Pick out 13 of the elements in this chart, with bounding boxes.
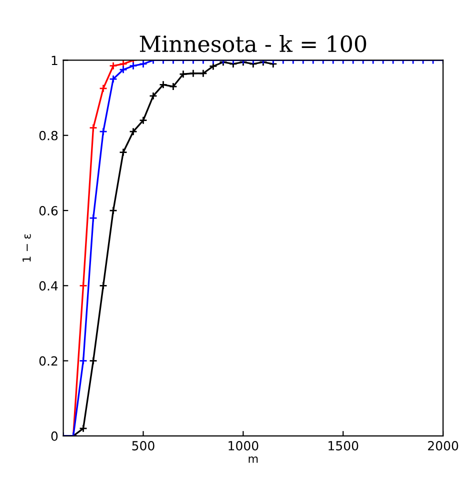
y-axis-title: 1 − ε [22,234,31,262]
x-axis-title: m [248,456,258,463]
x-tick-label: 1000 [228,441,258,450]
y-tick-label: 0.6 [39,206,58,216]
y-tick-label: 1 [52,56,58,65]
y-tick-label: 0.4 [39,281,58,291]
y-tick-label: 0 [51,431,58,441]
y-tick-label: 0.8 [39,130,58,140]
x-tick-label: 500 [132,441,154,450]
y-tick-label: 0.2 [39,356,58,366]
x-tick-label: 1500 [328,441,358,450]
x-tick-label: 2000 [428,441,458,450]
chart-title: Minnesota - k = 100 [140,35,366,52]
